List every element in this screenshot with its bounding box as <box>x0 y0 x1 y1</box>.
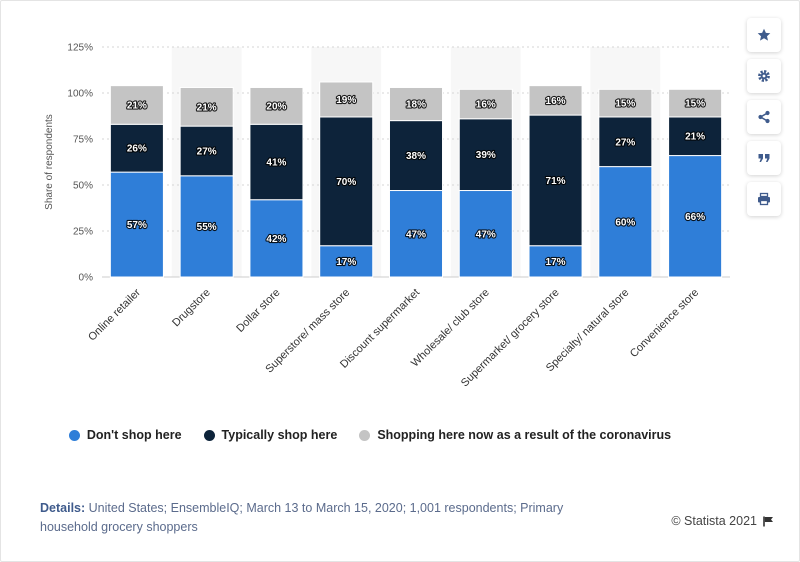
legend-item-typically-shop[interactable]: Typically shop here <box>203 428 338 442</box>
data-label: 21% <box>197 102 217 113</box>
data-label: 39% <box>476 150 496 161</box>
bar-segment <box>668 155 723 278</box>
data-label: 70% <box>336 177 356 188</box>
data-label: 66% <box>685 212 705 223</box>
data-label: 21% <box>127 100 147 111</box>
data-label: 60% <box>615 217 635 228</box>
share-icon <box>758 110 770 124</box>
y-axis-title: Share of respondents <box>44 114 55 210</box>
data-label: 16% <box>476 100 496 111</box>
legend-marker-coronavirus <box>359 429 371 441</box>
data-label: 38% <box>406 151 426 162</box>
bar-segment <box>668 88 723 118</box>
data-label: 55% <box>197 222 217 233</box>
bar-segment <box>528 114 583 247</box>
legend-label-dont-shop: Don't shop here <box>86 428 182 442</box>
data-label: 20% <box>266 101 286 112</box>
bar-segment <box>179 125 234 177</box>
credit-line: © Statista 2021 <box>671 514 774 528</box>
bar-segment <box>319 245 374 278</box>
data-label: 17% <box>546 257 566 268</box>
x-tick-label: Online retailer <box>86 286 143 343</box>
details-note: Details: United States; EnsembleIQ; Marc… <box>40 499 580 537</box>
star-icon <box>757 28 771 41</box>
data-label: 27% <box>615 137 635 148</box>
details-label: Details: <box>40 501 86 515</box>
legend-item-coronavirus[interactable]: Shopping here now as a result of the cor… <box>359 428 671 442</box>
bar-segment <box>249 199 304 278</box>
print-button[interactable] <box>747 182 781 216</box>
y-tick-label: 25% <box>73 227 93 238</box>
data-label: 16% <box>546 96 566 107</box>
data-label: 26% <box>127 144 147 155</box>
flag-icon[interactable] <box>763 516 774 527</box>
y-tick-label: 50% <box>73 181 93 192</box>
bar-segment <box>388 86 444 122</box>
data-label: 57% <box>127 220 147 231</box>
data-label: 41% <box>266 158 286 169</box>
legend-label-coronavirus: Shopping here now as a result of the cor… <box>377 428 672 442</box>
quote-icon <box>758 154 770 162</box>
bar-segment <box>179 86 234 127</box>
share-button[interactable] <box>747 100 781 134</box>
bar-segment <box>249 86 304 125</box>
bar-segment <box>109 171 164 278</box>
details-text: United States; EnsembleIQ; March 13 to M… <box>40 501 564 534</box>
legend-marker-typically-shop <box>203 429 215 441</box>
y-tick-label: 125% <box>67 43 93 54</box>
bar-segment <box>458 88 513 120</box>
bar-segment <box>319 116 374 247</box>
bar-segment <box>458 190 513 278</box>
bar-segment <box>668 116 723 157</box>
legend-label-typically-shop: Typically shop here <box>221 428 338 442</box>
x-tick-label: Wholesale/ club store <box>409 287 492 370</box>
favorite-button[interactable] <box>747 18 781 52</box>
data-label: 42% <box>266 234 286 245</box>
x-tick-label: Drugstore <box>170 287 213 330</box>
data-label: 17% <box>336 257 356 268</box>
x-tick-label: Discount supermarket <box>338 287 422 371</box>
print-icon <box>758 192 770 206</box>
data-label: 71% <box>546 176 566 187</box>
legend-marker-dont-shop <box>68 429 80 441</box>
y-tick-label: 0% <box>79 273 94 284</box>
cite-button[interactable] <box>747 141 781 175</box>
data-label: 15% <box>615 99 635 110</box>
y-tick-label: 100% <box>67 89 93 100</box>
stacked-bar-chart: 0% 25% 50% 75% 100% 125% Share of respondents 5… <box>44 43 730 389</box>
bar-segment <box>598 166 653 278</box>
data-label: 21% <box>685 132 705 143</box>
data-label: 15% <box>685 99 705 110</box>
bar-segment <box>109 123 164 173</box>
bar-segment <box>179 175 234 278</box>
data-label: 18% <box>406 100 426 111</box>
x-tick-label: Dollar store <box>234 287 282 335</box>
data-label: 47% <box>406 229 426 240</box>
bar-segment <box>528 85 583 116</box>
data-label: 19% <box>336 95 356 106</box>
legend-item-dont-shop[interactable]: Don't shop here <box>68 428 182 442</box>
side-toolbar <box>747 18 781 216</box>
data-label: 47% <box>476 229 496 240</box>
x-tick-label: Convenience store <box>628 287 701 360</box>
bar-segment <box>598 88 653 118</box>
y-tick-label: 75% <box>73 135 93 146</box>
settings-button[interactable] <box>747 59 781 93</box>
bar-segment <box>109 85 164 125</box>
statista-credit[interactable]: © Statista 2021 <box>671 514 757 528</box>
legend: Don't shop here Typically shop here Shop… <box>0 428 740 442</box>
gear-icon <box>758 70 770 82</box>
data-label: 27% <box>197 146 217 157</box>
bar-segment <box>249 123 304 201</box>
bar-segment <box>319 81 374 118</box>
